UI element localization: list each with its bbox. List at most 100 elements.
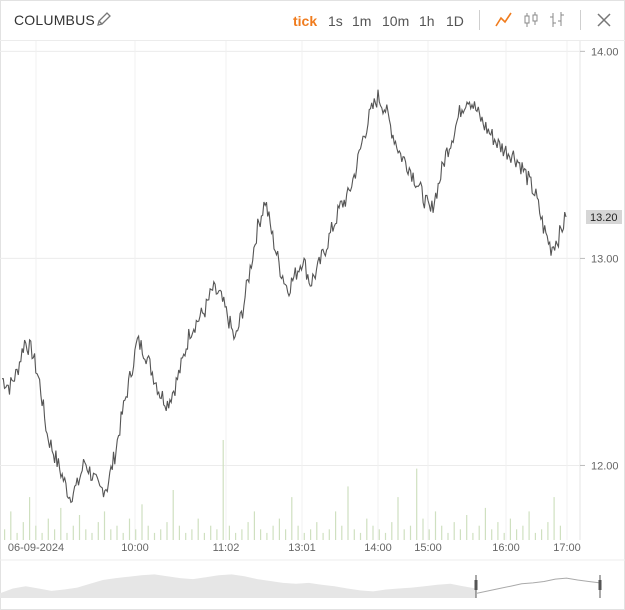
volume-bar — [534, 532, 536, 540]
price-line — [2, 89, 567, 504]
volume-bar — [266, 532, 268, 540]
volume-bar — [285, 529, 287, 540]
x-tick-label: 06-09-2024 — [8, 542, 64, 554]
y-tick-label: 13.00 — [591, 253, 619, 265]
volume-bar — [478, 525, 480, 540]
volume-bar — [16, 532, 18, 540]
volume-bar — [253, 511, 255, 540]
volume-bar — [391, 522, 393, 540]
volume-bar — [72, 525, 74, 540]
volume-bar — [547, 522, 549, 540]
navigator-handle-grip-left — [474, 580, 478, 590]
timeframe-1d[interactable]: 1D — [446, 13, 464, 29]
volume-bar — [260, 529, 262, 540]
volume-bar — [116, 525, 118, 540]
timeframe-1s[interactable]: 1s — [328, 13, 343, 29]
x-tick-label: 15:00 — [414, 542, 442, 554]
volume-bar — [497, 522, 499, 540]
instrument-title: COLUMBUS — [14, 12, 95, 28]
volume-bar — [110, 529, 112, 540]
line-chart-icon[interactable] — [494, 10, 514, 30]
volume-bar — [541, 529, 543, 540]
volume-bar — [366, 518, 368, 540]
volume-bar — [403, 529, 405, 540]
timeframe-1m[interactable]: 1m — [352, 13, 372, 29]
volume-bar — [384, 532, 387, 540]
volume-bar — [4, 529, 6, 540]
volume-bar — [310, 529, 312, 540]
close-icon[interactable] — [595, 11, 613, 29]
volume-bar — [491, 529, 493, 540]
volume-bar — [409, 525, 412, 540]
volume-bar — [10, 511, 12, 540]
ohlc-bar-icon[interactable] — [547, 10, 567, 30]
volume-bar — [503, 532, 505, 540]
volume-bar — [335, 511, 337, 540]
timeframe-1h[interactable]: 1h — [419, 13, 435, 29]
volume-bar — [434, 511, 437, 540]
volume-bar — [516, 529, 518, 540]
volume-bar — [228, 525, 230, 540]
volume-bar — [141, 504, 143, 540]
volume-bar — [359, 532, 362, 540]
volume-bar — [441, 525, 443, 540]
volume-bar — [122, 532, 124, 540]
navigator-handle-grip-right — [598, 580, 602, 590]
volume-bar — [372, 525, 374, 540]
volume-bar — [147, 525, 149, 540]
volume-bar — [416, 468, 418, 540]
candlestick-icon[interactable] — [521, 10, 541, 30]
volume-bar — [91, 532, 93, 540]
volume-bar — [522, 525, 524, 540]
volume-bar — [47, 518, 49, 540]
navigator-window-line — [476, 577, 601, 594]
timeframe-10m[interactable]: 10m — [382, 13, 410, 29]
toolbar-divider — [479, 10, 480, 30]
x-tick-label: 16:00 — [492, 542, 520, 554]
volume-bar — [29, 497, 31, 540]
volume-bar — [428, 529, 430, 540]
volume-bar — [322, 532, 324, 540]
edit-icon[interactable] — [95, 10, 113, 28]
volume-bar — [128, 518, 131, 540]
chart-toolbar: COLUMBUS tick 1s 1m 10m 1h 1D — [0, 0, 625, 40]
x-tick-label: 13:01 — [288, 542, 316, 554]
timeframe-tick[interactable]: tick — [293, 13, 318, 29]
volume-bar — [272, 525, 274, 540]
volume-bar — [353, 529, 355, 540]
x-tick-label: 10:00 — [121, 542, 149, 554]
volume-bar — [472, 532, 474, 540]
volume-bar — [203, 532, 205, 540]
volume-bar — [97, 522, 99, 540]
volume-bar — [85, 529, 87, 540]
volume-bar — [178, 525, 180, 540]
volume-bar — [22, 522, 24, 540]
volume-bar — [103, 511, 106, 540]
volume-bar — [347, 486, 349, 540]
volume-bar — [553, 497, 555, 540]
volume-bar — [210, 525, 212, 540]
volume-bar — [247, 522, 249, 540]
volume-bar — [241, 529, 243, 540]
volume-bar — [35, 525, 37, 540]
volume-bar — [447, 532, 449, 540]
navigator-area — [0, 574, 476, 598]
volume-bar — [453, 522, 455, 540]
volume-bar — [303, 532, 305, 540]
volume-bar — [222, 440, 224, 540]
volume-bar — [278, 518, 280, 540]
volume-bar — [160, 529, 162, 540]
volume-bar — [459, 529, 461, 540]
volume-bar — [328, 529, 330, 540]
volume-bar — [78, 515, 81, 540]
last-price-tag — [586, 209, 622, 224]
volume-bar — [559, 525, 561, 540]
y-tick-label: 14.00 — [591, 46, 619, 58]
volume-bar — [528, 511, 530, 540]
volume-bar — [235, 532, 237, 540]
volume-bar — [60, 507, 62, 540]
x-tick-label: 11:02 — [213, 542, 240, 554]
volume-bar — [66, 532, 68, 540]
volume-bar — [316, 522, 318, 540]
